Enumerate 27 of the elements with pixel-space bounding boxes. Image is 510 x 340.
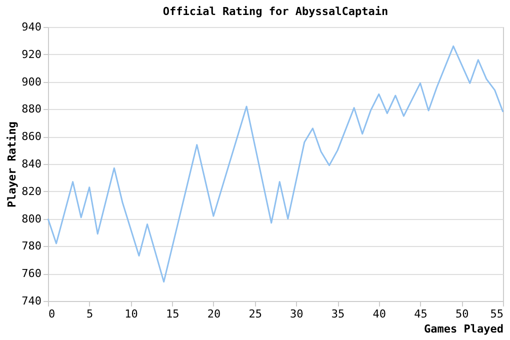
y-tick-label: 800 <box>22 212 42 226</box>
x-tick-label: 45 <box>414 308 428 320</box>
x-tick-label: 15 <box>166 308 180 320</box>
x-tick-label: 40 <box>372 308 386 320</box>
chart-title: Official Rating for AbyssalCaptain <box>162 5 388 18</box>
y-tick-label: 900 <box>22 75 42 88</box>
y-axis-title: Player Rating <box>6 121 19 208</box>
x-axis-title: Games Played <box>424 322 504 336</box>
y-tick-label: 860 <box>22 130 42 144</box>
y-tick-label: 880 <box>22 102 42 116</box>
x-tick-label: 20 <box>207 308 221 320</box>
x-tick-label: 55 <box>490 308 504 320</box>
y-tick-label: 780 <box>22 240 42 253</box>
y-tick-label: 820 <box>22 184 42 198</box>
x-tick-label: 30 <box>290 308 304 320</box>
y-tick-label: 740 <box>22 294 42 308</box>
x-tick-label: 50 <box>456 308 469 320</box>
x-tick-label: 0 <box>48 308 56 320</box>
y-tick-label: 920 <box>22 48 42 61</box>
x-tick-label: 5 <box>86 308 94 320</box>
x-tick-label: 10 <box>124 308 138 320</box>
line-series <box>47 45 504 283</box>
y-tick-label: 760 <box>22 267 42 280</box>
y-tick-label: 940 <box>22 20 42 34</box>
y-tick-label: 840 <box>22 158 42 170</box>
x-tick-label: 35 <box>331 308 345 320</box>
x-tick-label: 25 <box>248 308 262 320</box>
